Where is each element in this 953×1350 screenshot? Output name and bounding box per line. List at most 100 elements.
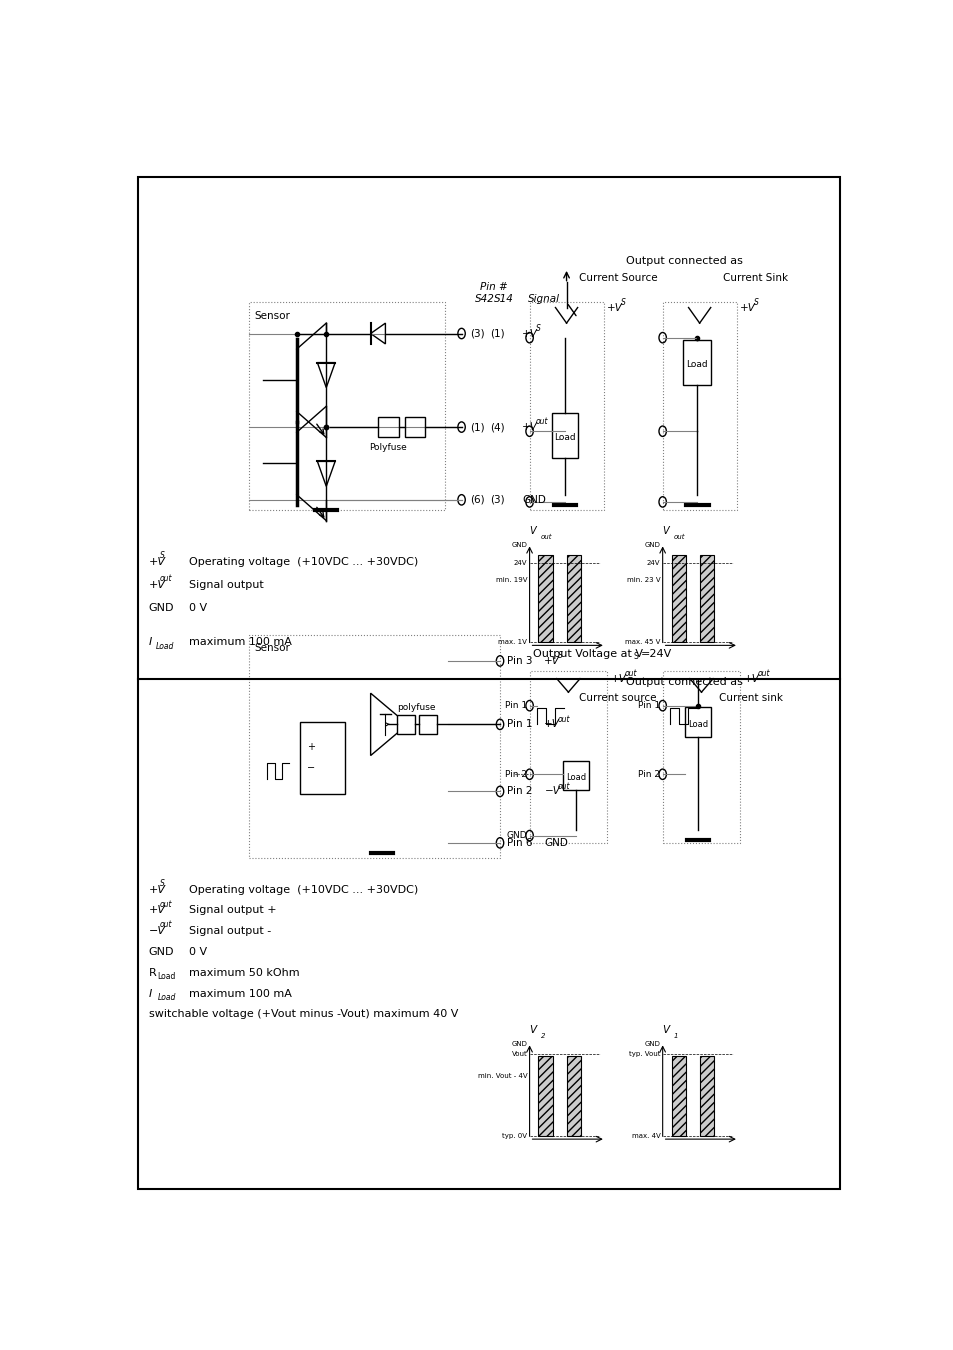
Bar [529,671,607,842]
Text: S: S [753,298,758,306]
Text: S: S [633,652,638,662]
Text: V: V [529,1025,537,1035]
Text: GND: GND [506,832,527,840]
Text: out: out [160,899,172,909]
Text: Pin 1: Pin 1 [638,701,659,710]
Text: +V: +V [544,720,559,729]
Text: Pin 1: Pin 1 [505,701,527,710]
Text: (3): (3) [470,328,485,339]
Text: switchable voltage (+Vout minus -Vout) maximum 40 V: switchable voltage (+Vout minus -Vout) m… [149,1010,457,1019]
Text: Output connected as: Output connected as [626,255,742,266]
Polygon shape [317,363,335,387]
Text: GND: GND [544,838,568,848]
Text: (1): (1) [489,328,504,339]
Text: Pin 2: Pin 2 [505,769,527,779]
Text: +V: +V [521,328,537,339]
Text: typ. 0V: typ. 0V [502,1133,527,1139]
Text: min. 19V: min. 19V [496,576,527,583]
Text: V: V [529,526,536,536]
Text: out: out [160,574,172,583]
Text: Load: Load [157,994,176,1002]
Bar [566,555,580,643]
Text: I: I [149,988,155,999]
Text: Pin 1: Pin 1 [507,720,533,729]
Text: Current Source: Current Source [578,274,657,284]
Text: Vout: Vout [511,1050,527,1057]
Text: typ. Vout: typ. Vout [628,1050,659,1057]
Text: GND: GND [521,495,545,505]
Text: GND: GND [644,1041,659,1046]
Text: Pin #: Pin # [479,282,507,292]
Text: Output connected as: Output connected as [626,676,742,687]
Text: S: S [160,879,165,888]
Text: Pin 2: Pin 2 [507,787,533,796]
Text: Pin 6: Pin 6 [507,838,533,848]
Text: GND: GND [149,603,174,613]
Text: maximum 100 mA: maximum 100 mA [190,988,292,999]
Text: (3): (3) [489,495,504,505]
Text: 24V: 24V [646,560,659,566]
Text: −V: −V [149,926,166,937]
Bar [684,707,710,737]
Text: S14: S14 [494,294,514,304]
Text: Current Sink: Current Sink [721,274,787,284]
Text: out: out [673,535,684,540]
Text: Signal output -: Signal output - [190,926,272,937]
Bar [249,634,499,859]
Text: +V: +V [610,674,626,683]
Text: min. Vout - 4V: min. Vout - 4V [477,1072,527,1079]
Bar [699,555,714,643]
Text: S: S [535,324,539,333]
Bar [249,302,444,510]
Bar [662,671,740,842]
Text: min. 23 V: min. 23 V [626,576,659,583]
Bar [529,302,603,510]
Text: +V: +V [149,906,166,915]
Text: max. 4V: max. 4V [631,1133,659,1139]
Text: Output Voltage at V: Output Voltage at V [533,649,642,659]
Text: Load: Load [687,720,707,729]
Text: GND: GND [511,541,527,548]
Text: max. 45 V: max. 45 V [624,640,659,645]
Text: +V: +V [149,580,166,590]
Text: Sensor: Sensor [254,644,290,653]
Text: 0 V: 0 V [190,946,208,957]
Text: Operating voltage  (+10VDC ... +30VDC): Operating voltage (+10VDC ... +30VDC) [190,884,418,895]
Bar [662,302,736,510]
Text: +: + [307,743,315,752]
Bar [300,721,344,794]
Bar [566,1056,580,1135]
Text: Pin 2: Pin 2 [638,769,659,779]
Text: Signal: Signal [528,294,559,304]
Polygon shape [370,323,385,344]
Polygon shape [370,693,407,756]
Text: 24V: 24V [514,560,527,566]
Text: S: S [619,298,625,306]
Bar [562,761,588,790]
Text: +V: +V [743,674,760,683]
Text: 1: 1 [673,1033,678,1040]
Text: V: V [662,1025,669,1035]
Text: Pin 3: Pin 3 [507,656,533,666]
Text: max. 1V: max. 1V [498,640,527,645]
Text: +V: +V [606,302,622,313]
Text: +V: +V [521,423,537,432]
Text: Sensor: Sensor [254,310,290,321]
Text: V: V [662,526,669,536]
Text: +V: +V [149,558,166,567]
Text: Signal output: Signal output [190,580,264,590]
Text: S: S [558,651,562,660]
Text: (6): (6) [470,495,485,505]
Text: S: S [160,551,165,560]
Text: Signal output +: Signal output + [190,906,276,915]
Text: S42: S42 [475,294,495,304]
Bar [418,716,436,734]
Bar [537,1056,553,1135]
Bar [671,555,685,643]
Text: Load: Load [554,433,576,441]
Text: Load: Load [565,774,585,782]
Bar [682,340,711,386]
Text: −V: −V [544,787,559,796]
Text: out: out [558,782,570,791]
Text: maximum 50 kOhm: maximum 50 kOhm [190,968,300,977]
